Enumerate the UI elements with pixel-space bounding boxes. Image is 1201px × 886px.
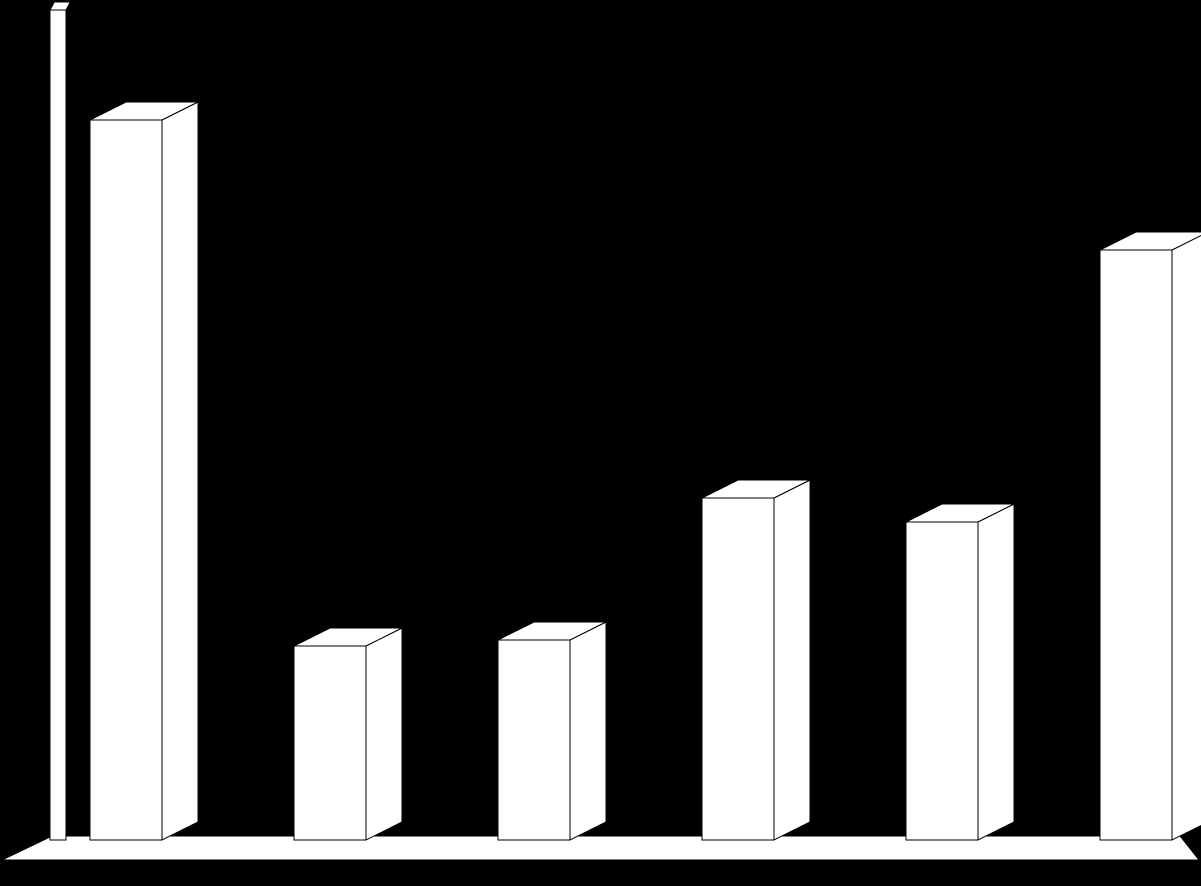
bar-1	[90, 102, 198, 840]
bar-chart	[0, 0, 1201, 886]
bar-2	[294, 628, 402, 840]
y-axis-pillar-front	[50, 10, 66, 840]
bar-3	[498, 622, 606, 840]
bar-6	[1100, 232, 1201, 840]
bar-5	[906, 504, 1014, 840]
bar-4	[702, 480, 810, 840]
chart-floor	[2, 836, 1199, 860]
